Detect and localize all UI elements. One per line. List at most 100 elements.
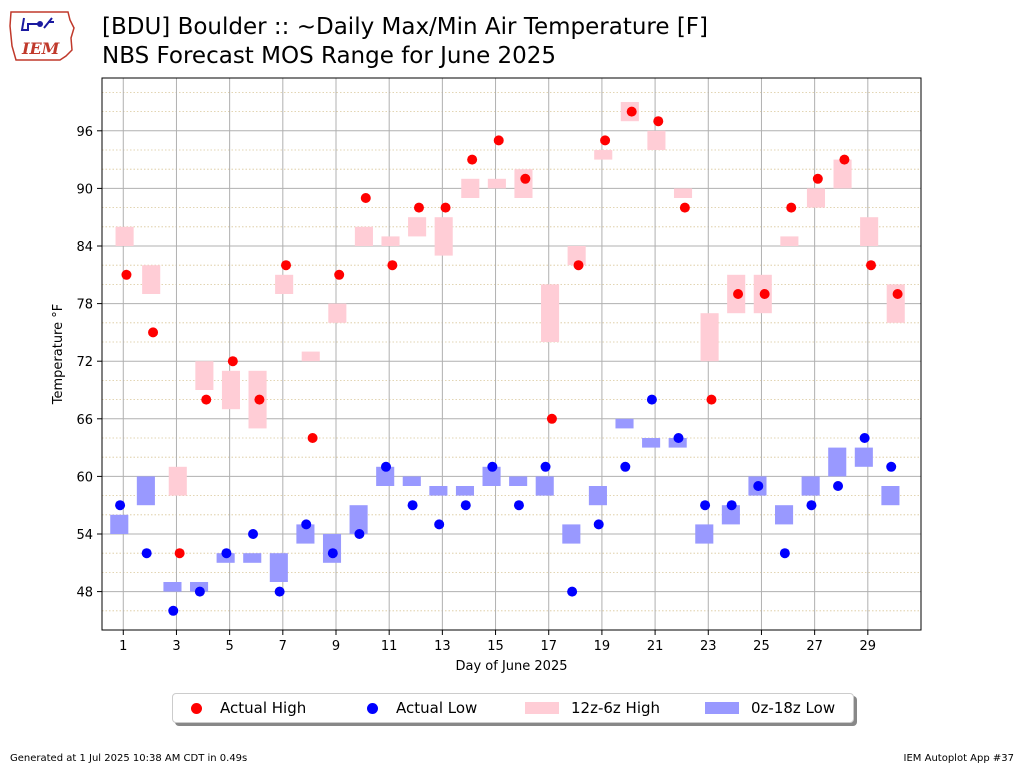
forecast-low-bar bbox=[695, 524, 714, 544]
y-axis-label: Temperature °F bbox=[51, 304, 66, 405]
forecast-low-bar bbox=[402, 476, 421, 486]
forecast-high-bar bbox=[567, 246, 586, 266]
actual-high-point bbox=[706, 394, 717, 405]
forecast-low-bar bbox=[801, 476, 820, 496]
actual-high-point bbox=[573, 260, 584, 271]
forecast-high-bar bbox=[594, 150, 613, 160]
forecast-low-bar bbox=[136, 476, 155, 506]
actual-high-point bbox=[148, 327, 159, 338]
forecast-high-bar bbox=[487, 178, 506, 189]
forecast-low-bar bbox=[509, 476, 528, 486]
forecast-low-bar bbox=[243, 553, 262, 563]
actual-low-point bbox=[434, 519, 445, 530]
actual-low-point bbox=[221, 548, 232, 559]
actual-high-point bbox=[307, 433, 318, 443]
actual-low-point bbox=[806, 500, 817, 511]
forecast-high-bar bbox=[541, 284, 560, 342]
forecast-low-bar bbox=[588, 486, 607, 506]
plot-frame bbox=[101, 77, 922, 631]
forecast-low-bar bbox=[562, 524, 581, 544]
forecast-high-bar bbox=[647, 130, 666, 150]
actual-low-point bbox=[327, 548, 338, 559]
actual-high-point bbox=[121, 269, 132, 280]
forecast-high-ranges bbox=[115, 102, 905, 496]
x-tick-label: 7 bbox=[279, 639, 287, 654]
chart-title: [BDU] Boulder :: ~Daily Max/Min Air Temp… bbox=[102, 14, 708, 40]
forecast-high-bar bbox=[328, 303, 347, 323]
y-tick-label: 48 bbox=[76, 586, 93, 601]
actual-high-point bbox=[546, 413, 557, 424]
actual-low-point bbox=[354, 529, 365, 539]
actual-low-point bbox=[567, 586, 578, 597]
actual-low-point bbox=[886, 461, 897, 472]
forecast-high-bar bbox=[142, 265, 161, 294]
actual-high-point bbox=[653, 116, 664, 127]
y-axis-ticks: 48 54 60 66 72 78 84 90 96 bbox=[76, 125, 102, 601]
actual-low-point bbox=[673, 433, 684, 443]
actual-high-point bbox=[600, 135, 611, 146]
forecast-high-bar bbox=[408, 217, 427, 237]
forecast-high-bar bbox=[833, 159, 852, 189]
actual-high-point bbox=[892, 289, 903, 299]
forecast-high-bar bbox=[434, 217, 453, 256]
x-tick-label: 3 bbox=[172, 639, 180, 654]
major-gridlines bbox=[102, 78, 921, 630]
legend-item-actual-high: Actual High bbox=[179, 694, 306, 722]
legend: Actual High Actual Low 12z-6z High 0z-18… bbox=[172, 693, 854, 723]
forecast-low-bar bbox=[163, 582, 182, 592]
actual-high-point bbox=[387, 260, 398, 271]
actual-low-point bbox=[726, 500, 737, 511]
actual-high-point bbox=[493, 135, 504, 146]
forecast-high-bar bbox=[700, 313, 719, 362]
forecast-low-bar bbox=[349, 505, 368, 534]
actual-low-point bbox=[540, 461, 551, 472]
actual-low-point bbox=[779, 548, 790, 559]
actual-high-point bbox=[866, 260, 877, 271]
forecast-high-bar bbox=[301, 351, 320, 362]
actual-low-point bbox=[460, 500, 471, 511]
actual-low-point bbox=[513, 500, 524, 511]
actual-high-point bbox=[786, 202, 797, 213]
actual-high-point bbox=[440, 202, 451, 213]
actual-low-point bbox=[141, 548, 152, 559]
actual-high-point bbox=[254, 394, 265, 405]
x-axis-label: Day of June 2025 bbox=[456, 659, 568, 674]
actual-high-point bbox=[467, 154, 478, 165]
forecast-low-bar bbox=[535, 476, 554, 496]
forecast-high-bar bbox=[673, 188, 693, 198]
y-tick-label: 90 bbox=[76, 182, 93, 197]
actual-low-point bbox=[407, 500, 418, 511]
footer-generated: Generated at 1 Jul 2025 10:38 AM CDT in … bbox=[10, 753, 248, 764]
actual-low-point bbox=[646, 394, 657, 405]
footer-app: IEM Autoplot App #37 bbox=[903, 753, 1014, 764]
actual-low-point bbox=[248, 529, 259, 539]
legend-marker-actual-low bbox=[367, 702, 378, 714]
actual-low-point bbox=[274, 586, 285, 597]
x-tick-label: 5 bbox=[225, 639, 233, 654]
logo-text: IEM bbox=[21, 39, 61, 58]
x-tick-label: 9 bbox=[332, 639, 340, 654]
x-tick-label: 17 bbox=[540, 639, 557, 654]
y-tick-label: 66 bbox=[76, 413, 93, 428]
forecast-high-bar bbox=[860, 217, 879, 246]
x-tick-label: 11 bbox=[381, 639, 398, 654]
actual-high-point bbox=[201, 394, 212, 405]
forecast-low-bar bbox=[721, 505, 740, 525]
actual-low-point bbox=[620, 461, 631, 472]
forecast-low-bar bbox=[482, 466, 501, 486]
legend-marker-actual-high bbox=[191, 702, 202, 714]
forecast-high-bar bbox=[381, 236, 400, 246]
x-tick-label: 23 bbox=[700, 639, 717, 654]
x-tick-label: 15 bbox=[487, 639, 504, 654]
forecast-low-bar bbox=[429, 486, 448, 496]
legend-label-range-high: 12z-6z High bbox=[571, 699, 661, 717]
legend-label-actual-low: Actual Low bbox=[396, 699, 478, 717]
forecast-high-bar bbox=[514, 169, 533, 198]
actual-low-point bbox=[301, 519, 312, 530]
forecast-low-bar bbox=[376, 466, 395, 486]
forecast-high-bar bbox=[221, 370, 241, 410]
forecast-high-bar bbox=[168, 466, 187, 496]
x-tick-label: 1 bbox=[119, 639, 127, 654]
forecast-low-ranges bbox=[110, 418, 900, 592]
forecast-low-bar bbox=[269, 553, 288, 582]
